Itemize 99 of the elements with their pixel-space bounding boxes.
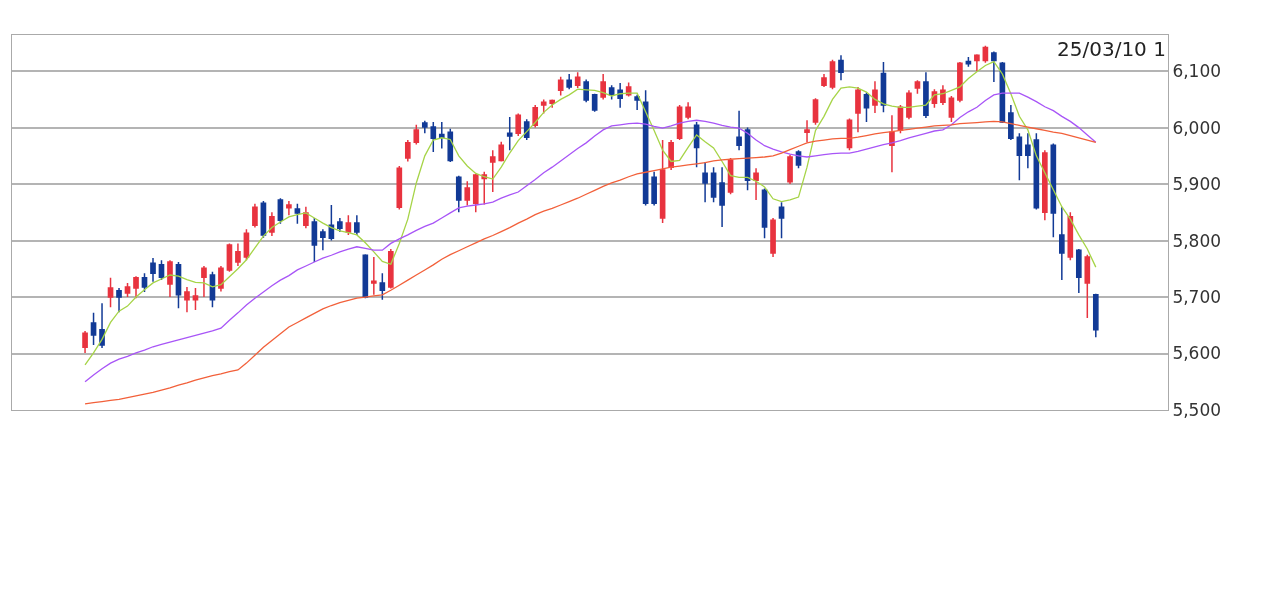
candlestick (1016, 132, 1023, 181)
candlestick (320, 228, 326, 251)
candlestick (421, 120, 428, 135)
candlestick (150, 257, 156, 283)
candlestick (804, 119, 810, 144)
candlestick (702, 161, 708, 203)
candlestick (396, 165, 403, 211)
candlestick (634, 94, 640, 111)
candlestick (991, 50, 997, 83)
candlestick (1008, 104, 1014, 141)
candlestick (387, 248, 394, 290)
candlestick (337, 217, 343, 233)
candlestick (549, 98, 556, 109)
candlestick (371, 256, 377, 296)
candlestick (294, 203, 301, 225)
candlestick (99, 302, 105, 349)
candlestick (404, 139, 411, 163)
candlestick (957, 61, 963, 103)
y-tick-label: 5,500 (1172, 399, 1222, 420)
candlestick (940, 84, 946, 106)
candlestick (906, 89, 912, 120)
candlestick (685, 101, 691, 120)
candlestick (600, 73, 606, 101)
candlestick (192, 287, 199, 311)
candlestick (167, 259, 173, 298)
candlestick (515, 112, 522, 137)
candlestick (863, 91, 870, 123)
line-series (84, 92, 1097, 383)
candlestick (566, 73, 573, 90)
candlestick (184, 286, 190, 314)
candlestick (855, 86, 861, 133)
candlestick (133, 275, 139, 299)
candlestick (965, 56, 972, 68)
candlestick (736, 109, 742, 151)
y-tick-label: 5,600 (1172, 343, 1222, 364)
y-tick-label: 6,000 (1172, 117, 1222, 138)
candlestick (438, 121, 445, 150)
candlestick (719, 166, 725, 228)
candlestick (651, 170, 657, 207)
candlestick (1092, 292, 1099, 338)
candlestick (872, 80, 878, 114)
candlestick (481, 170, 488, 206)
candlestick (303, 205, 309, 229)
candlestick (829, 59, 836, 90)
candlestick (914, 79, 921, 95)
candlestick (354, 214, 360, 236)
y-tick-label: 5,700 (1172, 287, 1222, 307)
candlestick (812, 97, 819, 126)
candlestick (90, 312, 97, 346)
y-tick-label: 5,900 (1172, 174, 1222, 195)
candlestick (1025, 132, 1031, 170)
candlestick (218, 265, 224, 293)
candlestick (311, 217, 318, 263)
candlestick (889, 114, 895, 173)
candlestick (1075, 248, 1082, 294)
candlestick (379, 272, 386, 301)
candlestick (617, 82, 623, 109)
candlestick (770, 217, 776, 258)
candlestick (1059, 206, 1065, 281)
candlestick (498, 140, 505, 163)
candlestick (1084, 253, 1091, 319)
line-series (84, 120, 1097, 405)
candlestick (455, 174, 462, 214)
candlestick (235, 242, 241, 267)
candlestick (464, 180, 471, 207)
candlestick (430, 121, 437, 153)
candlestick (226, 242, 233, 273)
annotation: 25/03/10 1 (1057, 37, 1166, 61)
candlestick (472, 173, 479, 214)
candlestick (540, 98, 547, 115)
candlestick (574, 71, 581, 89)
candlestick (838, 54, 844, 81)
candlestick (778, 201, 785, 240)
candlestick (1067, 211, 1074, 262)
candlestick (557, 76, 564, 97)
candlestick (489, 149, 496, 193)
candlestick (821, 73, 827, 88)
line-series (84, 60, 1097, 366)
candlestick (269, 211, 275, 237)
candlestick (974, 53, 980, 72)
candlestick (668, 139, 674, 171)
candlestick (413, 124, 420, 146)
candlestick (506, 116, 513, 151)
y-tick-label: 6,100 (1172, 61, 1222, 82)
candlestick (1042, 149, 1048, 221)
candlestick (591, 92, 598, 113)
candlestick (923, 71, 929, 119)
candlestick (82, 330, 88, 354)
candlestick (447, 128, 454, 163)
candlestick (753, 167, 759, 201)
candlestick (286, 200, 292, 216)
candlestick (787, 153, 793, 185)
candlestick (107, 277, 114, 308)
candlestick (659, 139, 666, 224)
candlestick (116, 287, 122, 314)
candlestick (201, 265, 207, 298)
candlestick (124, 282, 131, 298)
y-tick-label: 5,800 (1172, 230, 1222, 251)
candlestick (252, 203, 258, 229)
